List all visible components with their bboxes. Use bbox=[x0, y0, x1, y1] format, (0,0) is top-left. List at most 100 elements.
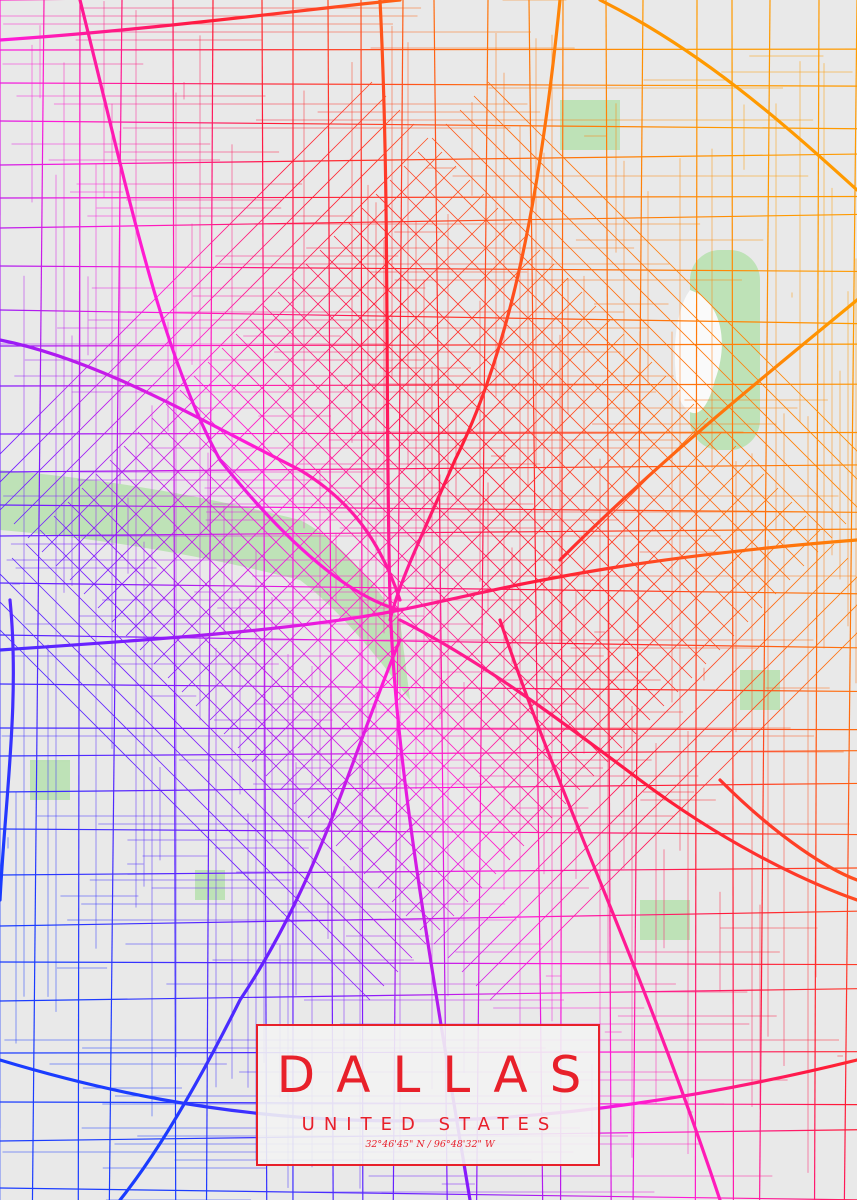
street bbox=[0, 601, 385, 987]
street bbox=[0, 48, 857, 51]
street bbox=[347, 221, 749, 623]
street bbox=[249, 319, 651, 721]
street bbox=[321, 431, 723, 833]
park bbox=[195, 870, 225, 900]
street bbox=[461, 576, 857, 973]
street bbox=[237, 347, 639, 749]
street bbox=[125, 235, 527, 637]
street bbox=[0, 464, 857, 473]
street bbox=[27, 137, 429, 539]
highway bbox=[378, 0, 472, 1200]
street bbox=[139, 249, 541, 651]
street bbox=[417, 151, 819, 553]
street bbox=[375, 193, 777, 595]
poster-subtitle: UNITED STATES bbox=[302, 1114, 559, 1135]
street bbox=[0, 867, 857, 876]
street bbox=[459, 109, 857, 508]
park bbox=[640, 900, 690, 940]
street bbox=[405, 515, 807, 917]
street bbox=[843, 0, 857, 1200]
highway bbox=[0, 598, 15, 902]
street bbox=[0, 343, 857, 347]
street bbox=[0, 82, 857, 87]
street bbox=[475, 604, 857, 987]
street bbox=[265, 375, 667, 777]
street bbox=[487, 81, 857, 452]
street bbox=[605, 0, 612, 1200]
street bbox=[25, 543, 427, 945]
street bbox=[0, 573, 399, 973]
street bbox=[207, 361, 609, 763]
street bbox=[0, 683, 857, 693]
street bbox=[0, 383, 857, 387]
street bbox=[445, 123, 847, 525]
street bbox=[41, 151, 443, 553]
street bbox=[0, 109, 401, 511]
highway bbox=[598, 0, 857, 192]
street bbox=[277, 291, 679, 693]
street bbox=[123, 445, 525, 847]
street bbox=[0, 988, 857, 1002]
street bbox=[0, 1187, 857, 1200]
street bbox=[179, 389, 581, 791]
street bbox=[111, 221, 513, 623]
street bbox=[363, 473, 765, 875]
street bbox=[195, 305, 597, 707]
street bbox=[305, 263, 707, 665]
street bbox=[389, 179, 791, 581]
label-frame bbox=[256, 1024, 600, 1166]
street bbox=[0, 309, 857, 325]
street bbox=[0, 195, 857, 199]
street bbox=[694, 0, 698, 1200]
river-park bbox=[0, 470, 410, 700]
street bbox=[391, 501, 793, 903]
label-box: DALLAS UNITED STATES 32°46'45" N / 96°48… bbox=[256, 1024, 604, 1166]
street bbox=[333, 235, 735, 637]
highway bbox=[498, 618, 722, 1200]
street bbox=[137, 431, 539, 833]
street bbox=[0, 120, 857, 130]
street bbox=[0, 95, 387, 483]
street bbox=[209, 319, 611, 721]
street bbox=[235, 333, 637, 735]
street bbox=[349, 459, 751, 861]
street bbox=[83, 193, 485, 595]
street bbox=[0, 727, 857, 731]
street bbox=[0, 431, 857, 435]
street bbox=[403, 165, 805, 567]
street bbox=[53, 515, 455, 917]
street bbox=[221, 347, 623, 749]
street bbox=[55, 165, 457, 567]
street bbox=[0, 582, 857, 595]
street bbox=[165, 403, 567, 805]
street bbox=[81, 487, 483, 889]
street bbox=[291, 277, 693, 679]
poster-coordinates: 32°46'45" N / 96°48'32" W bbox=[365, 1139, 496, 1150]
street bbox=[0, 504, 857, 513]
street bbox=[109, 459, 511, 861]
highway bbox=[78, 0, 402, 612]
street bbox=[0, 153, 857, 166]
street bbox=[153, 263, 555, 665]
street bbox=[181, 291, 583, 693]
street bbox=[0, 81, 373, 455]
street bbox=[97, 207, 499, 609]
street bbox=[433, 543, 835, 945]
street bbox=[759, 0, 771, 1200]
highway bbox=[0, 338, 402, 602]
highway bbox=[398, 618, 857, 902]
street bbox=[67, 501, 469, 903]
street bbox=[431, 137, 833, 539]
highway bbox=[118, 638, 402, 1200]
street bbox=[0, 629, 371, 1001]
street bbox=[419, 529, 821, 931]
street bbox=[293, 403, 695, 805]
highway bbox=[0, 0, 402, 42]
street bbox=[0, 265, 857, 273]
street bbox=[731, 0, 735, 1200]
highway bbox=[558, 298, 857, 562]
street bbox=[335, 445, 737, 847]
poster-title: DALLAS bbox=[277, 1046, 604, 1104]
